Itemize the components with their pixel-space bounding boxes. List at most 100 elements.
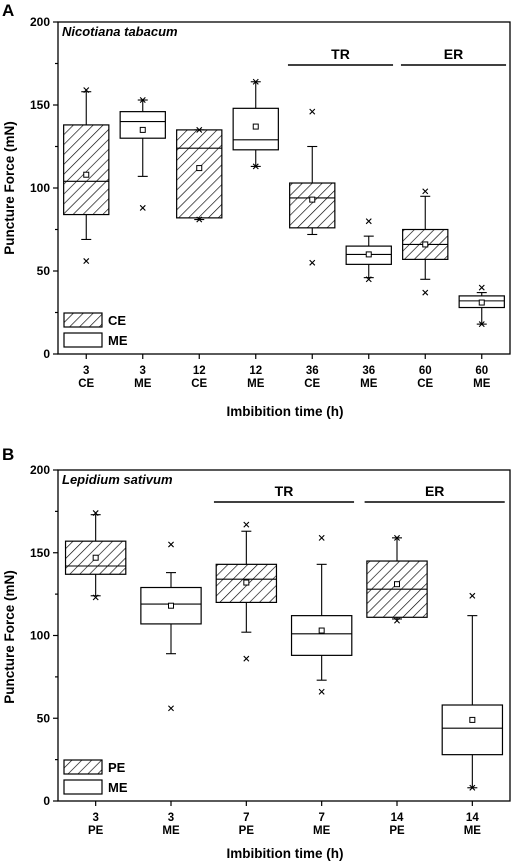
legend-label-me-b: ME [108, 780, 128, 795]
legend-swatch-me-b [63, 779, 103, 795]
x-tick-label-type-a: ME [473, 378, 491, 390]
outlier-marker-a [139, 97, 146, 104]
outlier-marker-b [168, 541, 174, 548]
y-tick-label-b: 150 [30, 546, 50, 560]
box-ce-12h-a [176, 129, 223, 219]
legend-swatch-ce-a [63, 312, 103, 328]
y-tick-label-b: 0 [43, 794, 50, 808]
x-tick-label-type-a: CE [78, 378, 94, 390]
x-tick-label-time-b: 14 [466, 812, 479, 824]
x-tick-label-time-a: 3 [140, 365, 146, 377]
x-tick-label-type-b: ME [464, 825, 482, 837]
mean-marker-a [83, 171, 90, 178]
outlier-marker-a [478, 284, 485, 291]
outlier-marker-a [252, 78, 259, 85]
x-tick-label-type-a: CE [304, 378, 320, 390]
x-tick-label-type-a: ME [247, 378, 265, 390]
y-axis-title-b: Puncture Force (mN) [2, 570, 17, 704]
x-axis-title-b: Imbibition time (h) [227, 846, 344, 861]
outlier-marker-b [243, 521, 250, 528]
x-tick-label-time-b: 7 [318, 812, 324, 824]
x-tick-label-type-a: ME [360, 378, 378, 390]
y-tick-label-b: 50 [37, 711, 51, 725]
mean-marker-a [365, 251, 372, 258]
outlier-marker-a [365, 218, 372, 225]
x-tick-label-time-a: 60 [419, 365, 432, 377]
panel-label-b: B [2, 445, 14, 464]
x-tick-label-type-b: PE [389, 825, 405, 837]
box-ce-36h-a [289, 182, 336, 229]
outlier-marker-a [83, 258, 90, 265]
x-axis-title-a: Imbibition time (h) [227, 404, 344, 419]
group-label-er-a: ER [444, 46, 463, 62]
x-tick-label-type-b: ME [162, 825, 180, 837]
x-tick-label-type-a: CE [417, 378, 433, 390]
x-tick-label-time-a: 36 [306, 365, 319, 377]
chart-title-a: Nicotiana tabacum [62, 24, 178, 39]
mean-marker-a [422, 241, 429, 248]
box-me-3h-a [119, 111, 166, 139]
y-tick-label-a: 200 [30, 15, 50, 29]
box-pe-7h-b [215, 563, 278, 604]
chart-title-b: Lepidium sativum [62, 472, 173, 487]
outlier-marker-b [394, 534, 400, 541]
outlier-marker-b [92, 510, 99, 517]
outlier-marker-b [318, 688, 325, 695]
group-label-tr-a: TR [331, 46, 350, 62]
group-label-er-b: ER [425, 483, 444, 499]
mean-marker-b [469, 716, 476, 723]
group-label-tr-b: TR [275, 483, 294, 499]
mean-marker-b [394, 581, 400, 588]
y-tick-label-a: 150 [30, 98, 50, 112]
mean-marker-a [252, 123, 259, 130]
outlier-marker-b [318, 534, 325, 541]
outlier-marker-a [478, 321, 485, 328]
y-tick-label-a: 50 [37, 264, 51, 278]
x-tick-label-time-a: 12 [249, 365, 262, 377]
x-tick-label-type-a: CE [191, 378, 207, 390]
mean-marker-b [168, 602, 174, 609]
x-tick-label-time-b: 14 [391, 812, 404, 824]
x-tick-label-time-b: 3 [168, 812, 174, 824]
mean-marker-a [478, 299, 485, 306]
outlier-marker-a [196, 126, 203, 133]
panel-label-a: A [2, 1, 14, 20]
mean-marker-b [243, 579, 250, 586]
outlier-marker-a [422, 289, 429, 296]
legend-label-me-a: ME [108, 333, 128, 348]
x-tick-label-time-a: 36 [362, 365, 375, 377]
legend-label-pe-b: PE [108, 760, 126, 775]
outlier-marker-a [309, 108, 316, 115]
x-tick-label-type-b: PE [88, 825, 104, 837]
x-tick-label-type-b: PE [239, 825, 255, 837]
panel-a: A Nicotiana tabacum Puncture Force (mN) … [2, 1, 511, 419]
outlier-marker-a [365, 276, 372, 283]
outlier-marker-b [168, 705, 174, 712]
x-tick-label-type-b: ME [313, 825, 331, 837]
x-tick-label-time-a: 3 [83, 365, 89, 377]
mean-marker-a [196, 165, 203, 172]
outlier-marker-a [252, 163, 259, 170]
y-tick-label-a: 100 [30, 181, 50, 195]
y-tick-label-b: 200 [30, 463, 50, 477]
box-ce-3h-a [63, 124, 110, 216]
legend-label-ce-a: CE [108, 313, 126, 328]
y-tick-label-b: 100 [30, 629, 50, 643]
x-tick-label-type-a: ME [134, 378, 152, 390]
outlier-marker-b [394, 617, 400, 624]
outlier-marker-a [139, 204, 146, 211]
outlier-marker-a [196, 216, 203, 223]
outlier-marker-a [83, 87, 90, 94]
x-tick-label-time-a: 60 [475, 365, 488, 377]
panel-b: B Lepidium sativum Puncture Force (mN) I… [2, 445, 511, 861]
outlier-marker-b [469, 784, 476, 791]
plot-frame-a [57, 21, 511, 355]
legend-swatch-pe-b [63, 759, 103, 775]
y-tick-label-a: 0 [43, 347, 50, 361]
legend-swatch-me-a [63, 332, 103, 348]
x-tick-label-time-a: 12 [193, 365, 206, 377]
y-axis-title-a: Puncture Force (mN) [2, 121, 17, 255]
mean-marker-b [318, 627, 325, 634]
outlier-marker-b [243, 655, 250, 662]
